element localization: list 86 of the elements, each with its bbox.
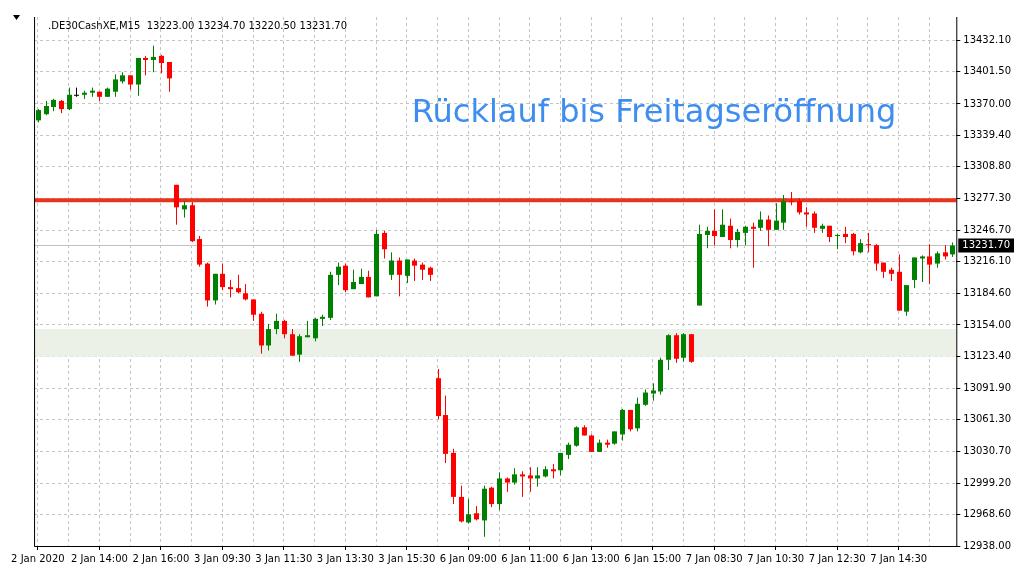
candlestick [851,232,856,256]
candlestick [397,256,402,297]
x-tick-label: 3 Jan 09:30 [193,552,251,564]
candlestick [236,274,241,294]
candlestick [251,298,256,322]
candlestick [912,256,917,289]
candlestick [389,251,394,281]
y-tick-label: 13432.10 [963,34,1011,46]
y-tick-label: 13091.90 [963,382,1011,394]
x-tick-label: 3 Jan 11:30 [255,552,313,564]
y-tick-label: 13216.10 [963,255,1011,267]
candlestick [159,54,164,74]
y-tick-label: 13277.30 [963,192,1011,204]
x-tick-label: 3 Jan 15:30 [378,552,436,564]
candlestick [812,210,817,234]
y-tick-label: 13123.40 [963,349,1011,361]
candlestick [751,222,756,269]
candlestick [313,317,318,342]
x-tick-label: 2 Jan 16:00 [132,552,190,564]
annotation: Rücklauf bis Freitagseröffnung [411,92,897,131]
candlestick [297,333,302,363]
x-tick-label: 7 Jan 12:30 [808,552,866,564]
candlestick [804,206,809,228]
x-tick-label: 7 Jan 14:30 [870,552,928,564]
candlestick [282,319,287,339]
candlestick [290,328,295,357]
candlestick [174,184,179,226]
y-tick-label: 13061.30 [963,413,1011,425]
candlestick [743,225,748,246]
y-tick-label: 13339.40 [963,128,1011,140]
candlestick [681,332,686,363]
candlestick [920,254,925,283]
candlestick [167,61,172,93]
y-tick-label: 12999.20 [963,476,1011,488]
x-tick-label: 6 Jan 15:00 [624,552,682,564]
candlestick [789,191,794,206]
candlestick [489,486,494,508]
candlestick [520,470,525,498]
candlestick [336,262,341,286]
candlestick [266,323,271,352]
y-tick-label: 12938.00 [963,539,1011,551]
candlestick [674,332,679,364]
x-tick-label: 2 Jan 2020 [11,552,65,564]
x-tick-label: 6 Jan 13:00 [562,552,620,564]
candlestick [728,218,733,249]
candlestick [113,73,118,98]
y-tick-label: 13246.70 [963,223,1011,235]
x-tick-label: 2 Jan 14:00 [70,552,128,564]
y-tick-label: 13184.60 [963,287,1011,299]
candlestick [382,230,387,259]
candlestick [781,194,786,231]
candlestick [705,226,710,249]
chart-title: .DE30CashXE,M15 13223.00 13234.70 13220.50 13231.70 [48,19,348,31]
candlestick [574,425,579,448]
x-tick-label: 6 Jan 09:00 [439,552,497,564]
x-tick-label: 3 Jan 13:30 [316,552,374,564]
candlestick [712,208,717,246]
candlestick [720,208,725,238]
candlestick [866,232,871,253]
y-tick-label: 13401.50 [963,65,1011,77]
y-tick-label: 12968.60 [963,508,1011,520]
candlestick [412,257,417,282]
candlestick [766,215,771,247]
candlestick [151,45,156,73]
candlestick [528,466,533,493]
candlestick [927,243,932,285]
candlestick [758,210,763,232]
y-tick-label: 13308.80 [963,160,1011,172]
candlestick [143,55,148,76]
candlestick [366,270,371,298]
x-tick-label: 7 Jan 10:30 [747,552,805,564]
candlestick [466,498,471,524]
candlestick [220,263,225,291]
candlestick [874,243,879,272]
y-tick-label: 13030.70 [963,444,1011,456]
x-tick-label: 6 Jan 11:00 [501,552,559,564]
candlestick [274,313,279,335]
ref-line-label: 13231.70 [962,239,1010,251]
candlestick [67,87,72,111]
x-tick-label: 7 Jan 08:30 [685,552,743,564]
candlestick [535,466,540,488]
candlestick [774,202,779,231]
candlestick [835,233,840,250]
candlestick [735,228,740,248]
y-tick-label: 13154.00 [963,318,1011,330]
y-tick-label: 13370.00 [963,97,1011,109]
